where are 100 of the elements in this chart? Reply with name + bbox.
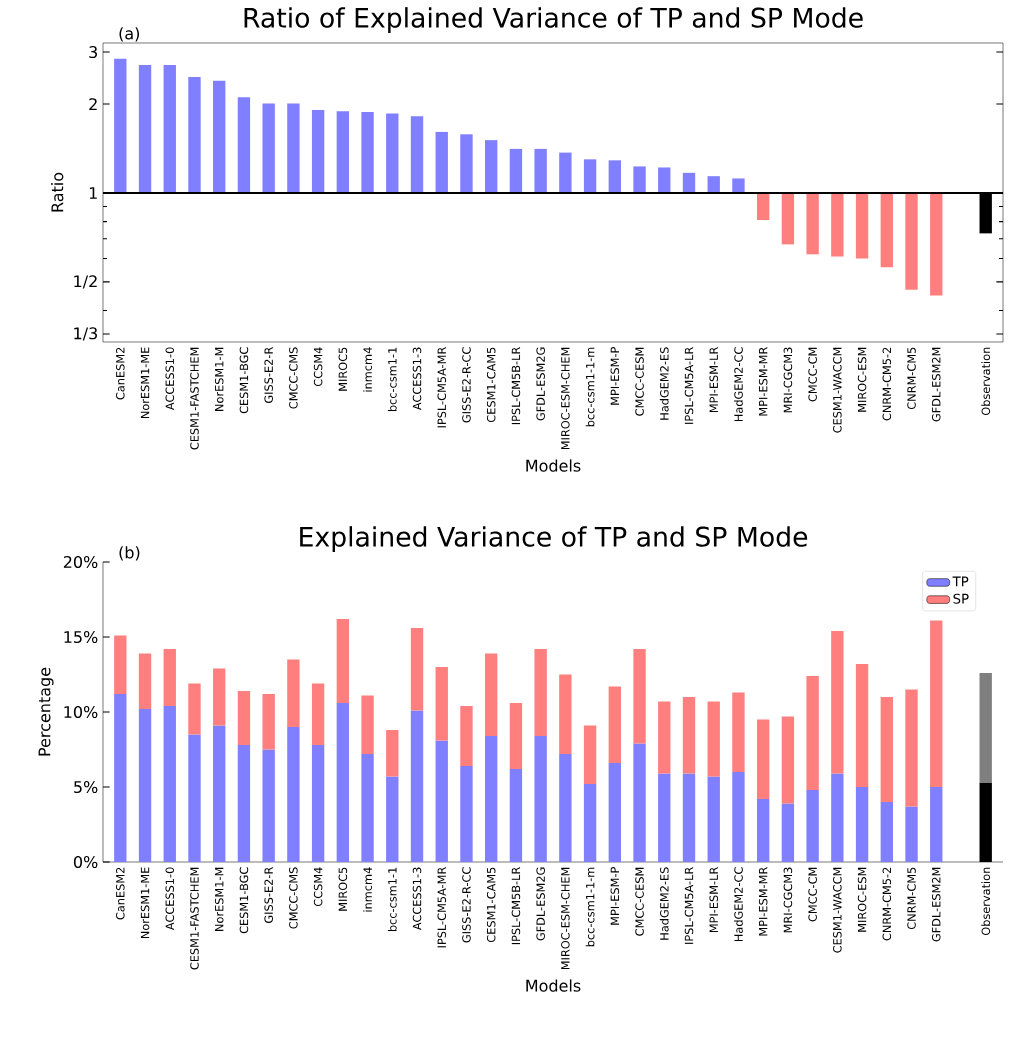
- chart-title: Explained Variance of TP and SP Mode: [300, 526, 808, 552]
- bar: [410, 627, 424, 711]
- bar: [707, 176, 720, 193]
- x-tick-label: CCSM4: [313, 347, 323, 387]
- bar: [583, 725, 597, 784]
- bar: [682, 172, 696, 193]
- bar: [633, 743, 646, 862]
- bar: [435, 131, 448, 193]
- x-tick-label: MPI-ESM-LR: [709, 347, 719, 413]
- bar: [732, 178, 745, 193]
- x-tick-label: NorESM1-M: [214, 867, 224, 931]
- bar: [213, 668, 226, 726]
- bar: [534, 148, 547, 193]
- bar: [559, 152, 572, 193]
- x-tick-label: GISS-E2-R-CC: [462, 867, 471, 943]
- x-tick-label: GFDL-ESM2M: [931, 867, 941, 942]
- x-tick-label: NorESM1-ME: [140, 347, 150, 419]
- bar: [485, 140, 498, 193]
- bar: [930, 786, 943, 862]
- bar: [114, 635, 127, 694]
- bar: [410, 710, 424, 862]
- bar: [262, 103, 275, 193]
- x-tick-label: bcc-csm1-1: [387, 867, 397, 932]
- x-tick-label: GFDL-ESM2G: [536, 347, 545, 421]
- bar: [386, 776, 399, 862]
- x-tick-label: MRI-CGCM3: [783, 347, 793, 413]
- x-tick-label: CanESM2: [116, 867, 125, 920]
- bar: [361, 754, 374, 862]
- bar: [831, 631, 844, 774]
- x-tick-label: ACCESS1-3: [412, 347, 422, 411]
- bar: [114, 694, 127, 862]
- bar: [336, 618, 350, 703]
- bar: [855, 192, 869, 259]
- bar: [138, 708, 152, 862]
- x-tick-label: MPI-ESM-P: [610, 347, 620, 405]
- x-tick-label: MIROC5: [338, 347, 348, 391]
- x-tick-label: MIROC-ESM: [857, 347, 867, 412]
- bar: [336, 111, 350, 193]
- x-tick-label: HadGEM2-CC: [734, 867, 743, 942]
- bar: [806, 789, 819, 862]
- bar: [583, 783, 597, 862]
- bar: [930, 620, 943, 787]
- x-tick-label: IPSL-CM5A-LR: [684, 347, 694, 424]
- y-tick-label: 10%: [64, 705, 98, 719]
- bar: [633, 166, 646, 193]
- x-tick-label: CCSM4: [313, 867, 323, 907]
- bar: [386, 113, 399, 193]
- bar: [435, 666, 448, 741]
- bar: [608, 160, 621, 193]
- bar: [237, 744, 251, 862]
- bar: [855, 663, 869, 787]
- bar: [163, 648, 176, 706]
- bar: [485, 736, 498, 862]
- x-tick-label: CMCC-CESM: [635, 867, 644, 936]
- bar: [311, 683, 325, 745]
- bar: [188, 77, 201, 193]
- x-tick-label: CESM1-BGC: [239, 347, 249, 414]
- bar: [460, 134, 473, 193]
- y-tick-label: 15%: [64, 630, 98, 644]
- bar: [732, 772, 745, 862]
- bar: [559, 674, 572, 754]
- bar: [658, 773, 671, 862]
- x-axis-title: Models: [526, 979, 581, 992]
- x-tick-label: Observation: [981, 347, 991, 416]
- x-tick-label: IPSL-CM5A-MR: [437, 867, 447, 948]
- bar: [658, 701, 671, 774]
- x-tick-label: CMCC-CMS: [289, 347, 298, 409]
- bar: [905, 689, 918, 807]
- bar: [237, 97, 251, 193]
- bar: [361, 695, 374, 754]
- legend-label: SP: [953, 593, 969, 604]
- bar: [707, 701, 720, 777]
- x-tick-label: CNRM-CM5-2: [882, 867, 892, 941]
- x-tick-label: CNRM-CM5: [907, 347, 916, 410]
- bar: [287, 659, 300, 727]
- bar: [460, 765, 473, 862]
- bar: [213, 725, 226, 862]
- y-axis-title: Ratio: [51, 172, 64, 212]
- bar: [682, 773, 696, 862]
- bar: [188, 683, 201, 735]
- bar: [707, 776, 720, 862]
- x-tick-label: CanESM2: [116, 347, 125, 400]
- bar: [336, 702, 350, 862]
- bar: [361, 112, 374, 193]
- bar: [534, 736, 547, 862]
- bar: [880, 696, 893, 802]
- bar: [905, 806, 918, 862]
- bar: [138, 653, 152, 709]
- x-tick-label: IPSL-CM5A-MR: [437, 347, 447, 428]
- bar: [880, 801, 893, 862]
- x-tick-label: HadGEM2-CC: [734, 347, 743, 422]
- bar: [756, 192, 770, 221]
- bar: [213, 80, 226, 193]
- x-tick-label: MIROC-ESM: [857, 867, 867, 932]
- x-tick-label: inmcm4: [363, 867, 372, 912]
- x-tick-label: bcc-csm1-1-m: [585, 347, 595, 427]
- bar: [460, 705, 473, 766]
- y-tick-label: 3: [89, 46, 97, 59]
- x-tick-label: MIROC-ESM-CHEM: [561, 867, 570, 970]
- bar: [485, 653, 498, 736]
